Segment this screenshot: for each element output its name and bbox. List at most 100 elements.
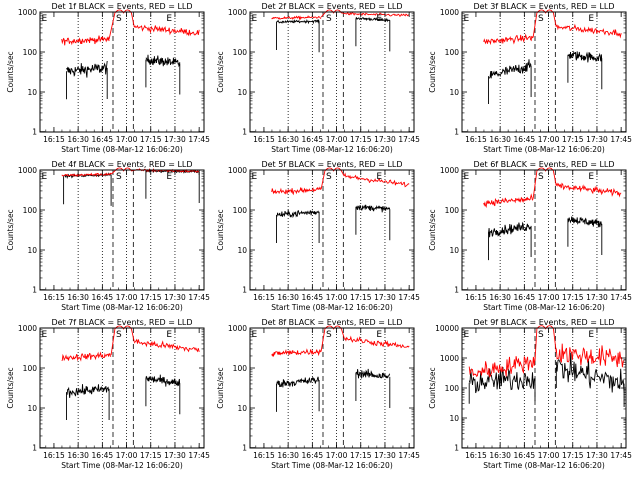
y-tick-label: 1000 [228, 8, 247, 17]
events-series-line [567, 216, 603, 255]
y-tick-label: 1 [32, 444, 37, 453]
events-series-line [555, 352, 625, 407]
plot-frame [39, 169, 205, 291]
lld-attenuator-jump [532, 167, 557, 199]
x-tick-label: 17:15 [350, 135, 372, 144]
lld-attenuator-jump [532, 9, 557, 38]
lld-series-line [136, 168, 200, 173]
y-tick-label: 100 [445, 206, 460, 215]
x-tick-label: 16:30 [277, 451, 299, 460]
lld-attenuator-jump [320, 9, 347, 18]
event-marker-label: E [588, 14, 594, 24]
lld-series-line [343, 335, 410, 349]
x-tick-label: 16:45 [302, 451, 324, 460]
x-axis-label: Start Time (08-Mar-12 16:06:20) [271, 461, 393, 470]
events-series-line [66, 60, 108, 100]
x-tick-label: 16:45 [514, 293, 536, 302]
x-axis-label: Start Time (08-Mar-12 16:06:20) [483, 145, 605, 154]
event-marker-label: S [116, 14, 122, 24]
event-marker-label: S [538, 172, 544, 182]
x-tick-label: 16:30 [489, 293, 511, 302]
y-tick-label: 10000 [435, 324, 459, 333]
lld-attenuator-jump [534, 325, 557, 361]
y-tick-label: 1 [454, 286, 459, 295]
y-axis-label: Counts/sec [428, 209, 437, 250]
x-tick-label: 17:00 [326, 451, 348, 460]
y-axis-label: Counts/sec [216, 367, 225, 408]
x-tick-label: 17:30 [164, 451, 186, 460]
plot-frame [461, 327, 627, 449]
y-tick-label: 1 [32, 286, 37, 295]
events-series-line [66, 384, 110, 420]
x-tick-label: 17:30 [586, 293, 608, 302]
events-series-line [355, 16, 391, 52]
panel-det-7f: Det 7f BLACK = Events, RED = LLD 1 10 100 10… [6, 318, 210, 470]
panel-det-1f: Det 1f BLACK = Events, RED = LLD 1 10 100 10… [6, 2, 210, 154]
y-tick-label: 1 [242, 444, 247, 453]
event-marker-label: E [376, 14, 382, 24]
plot-frame [249, 169, 415, 291]
plot-frame [249, 327, 415, 449]
x-tick-label: 17:45 [188, 451, 210, 460]
x-tick-label: 16:15 [465, 293, 487, 302]
x-tick-label: 17:15 [562, 451, 584, 460]
plot-frame [461, 169, 627, 291]
x-tick-label: 17:30 [586, 451, 608, 460]
events-series-line [145, 169, 200, 203]
x-tick-label: 17:00 [538, 135, 560, 144]
panel-det-4f: Det 4f BLACK = Events, RED = LLD 1 10 100 10… [6, 160, 210, 312]
y-tick-label: 10 [237, 404, 247, 413]
events-series-line [355, 204, 391, 241]
panel-det-6f: Det 6f BLACK = Events, RED = LLD 1 10 100 10… [428, 160, 632, 312]
y-tick-label: 1000 [228, 166, 247, 175]
plot-frame [461, 11, 627, 133]
event-marker-label: E [464, 330, 470, 340]
y-tick-label: 1000 [440, 166, 459, 175]
events-series-line [567, 50, 603, 90]
panel-det-9f: Det 9f BLACK = Events, RED = LLD 1 10 100 10… [428, 318, 632, 470]
x-tick-label: 16:45 [92, 135, 114, 144]
y-axis-label: Counts/sec [216, 209, 225, 250]
x-tick-label: 17:15 [562, 293, 584, 302]
event-marker-label: S [116, 172, 122, 182]
event-marker-label: E [252, 14, 258, 24]
event-marker-label: E [252, 330, 258, 340]
event-marker-label: E [376, 172, 382, 182]
lld-series-line [468, 356, 536, 378]
y-axis-label: Counts/sec [216, 51, 225, 92]
events-series-line [276, 19, 320, 53]
x-tick-label: 16:45 [92, 293, 114, 302]
x-tick-label: 16:30 [67, 451, 89, 460]
x-tick-label: 17:45 [398, 293, 420, 302]
lld-series-line [133, 24, 200, 37]
y-tick-label: 10 [237, 88, 247, 97]
x-tick-label: 16:15 [253, 135, 275, 144]
events-series-line [63, 172, 112, 206]
event-marker-label: S [538, 14, 544, 24]
event-marker-label: E [464, 14, 470, 24]
x-tick-label: 17:30 [374, 451, 396, 460]
x-tick-label: 16:15 [43, 293, 65, 302]
y-axis-label: Counts/sec [6, 209, 15, 250]
x-axis-label: Start Time (08-Mar-12 16:06:20) [483, 461, 605, 470]
x-tick-label: 16:30 [67, 135, 89, 144]
x-tick-label: 17:00 [116, 135, 138, 144]
y-tick-label: 10 [449, 246, 459, 255]
x-axis-label: Start Time (08-Mar-12 16:06:20) [271, 145, 393, 154]
x-tick-label: 17:00 [326, 293, 348, 302]
panel-det-3f: Det 3f BLACK = Events, RED = LLD 1 10 100 10… [428, 2, 632, 154]
panel-title: Det 2f BLACK = Events, RED = LLD [261, 2, 402, 11]
event-marker-label: E [42, 330, 48, 340]
lld-series-line [345, 11, 410, 17]
x-tick-label: 17:45 [398, 451, 420, 460]
lld-attenuator-jump [110, 167, 137, 175]
y-tick-label: 10 [27, 404, 37, 413]
lld-series-line [271, 186, 322, 196]
y-tick-label: 1000 [440, 354, 459, 363]
x-tick-label: 17:30 [374, 293, 396, 302]
x-tick-label: 16:30 [277, 135, 299, 144]
y-tick-label: 10 [237, 246, 247, 255]
x-tick-label: 17:45 [188, 135, 210, 144]
event-marker-label: E [166, 14, 172, 24]
